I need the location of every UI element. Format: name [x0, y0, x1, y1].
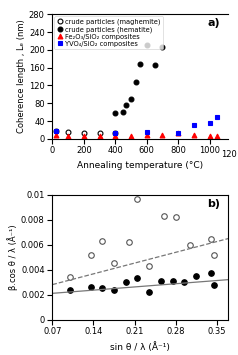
- X-axis label: Annealing temperature (°C): Annealing temperature (°C): [77, 161, 203, 170]
- Line: Fe₂O₃/SiO₂ composites: Fe₂O₃/SiO₂ composites: [54, 130, 220, 138]
- Text: a): a): [207, 18, 220, 28]
- crude particles (hematite): [114, 111, 117, 116]
- Fe₂O₃/SiO₂ composites: [216, 133, 219, 138]
- Fe₂O₃/SiO₂ composites: [114, 133, 117, 138]
- crude particles (maghemite): [82, 131, 85, 136]
- crude particles (maghemite): [55, 129, 58, 133]
- YVO₄/SiO₂ composites: [208, 121, 211, 125]
- Fe₂O₃/SiO₂ composites: [82, 133, 85, 138]
- YVO₄/SiO₂ composites: [114, 130, 117, 135]
- crude particles (hematite): [125, 103, 128, 108]
- Fe₂O₃/SiO₂ composites: [55, 133, 58, 137]
- Legend: crude particles (maghemite), crude particles (hematite), Fe₂O₃/SiO₂ composites, : crude particles (maghemite), crude parti…: [54, 16, 163, 49]
- crude particles (maghemite): [114, 131, 117, 135]
- Y-axis label: Coherence length , Lₑ (nm): Coherence length , Lₑ (nm): [17, 20, 26, 133]
- crude particles (maghemite): [98, 130, 101, 135]
- crude particles (hematite): [129, 97, 132, 101]
- Fe₂O₃/SiO₂ composites: [208, 133, 211, 138]
- Y-axis label: β.cos θ / λ (Å⁻¹): β.cos θ / λ (Å⁻¹): [7, 224, 18, 290]
- Fe₂O₃/SiO₂ composites: [193, 133, 195, 137]
- Fe₂O₃/SiO₂ composites: [98, 133, 101, 138]
- Line: crude particles (hematite): crude particles (hematite): [113, 43, 165, 116]
- X-axis label: sin θ / λ (Å⁻¹): sin θ / λ (Å⁻¹): [110, 342, 170, 351]
- Line: YVO₄/SiO₂ composites: YVO₄/SiO₂ composites: [54, 115, 220, 135]
- Fe₂O₃/SiO₂ composites: [145, 133, 148, 137]
- YVO₄/SiO₂ composites: [177, 130, 180, 135]
- YVO₄/SiO₂ composites: [55, 129, 58, 133]
- Fe₂O₃/SiO₂ composites: [67, 133, 69, 138]
- crude particles (maghemite): [67, 130, 69, 134]
- YVO₄/SiO₂ composites: [216, 115, 219, 120]
- Line: crude particles (maghemite): crude particles (maghemite): [54, 129, 118, 136]
- crude particles (hematite): [134, 80, 137, 84]
- crude particles (hematite): [122, 110, 124, 114]
- crude particles (hematite): [139, 62, 142, 67]
- Text: b): b): [207, 199, 220, 209]
- YVO₄/SiO₂ composites: [145, 130, 148, 134]
- crude particles (hematite): [161, 45, 164, 49]
- YVO₄/SiO₂ composites: [193, 123, 195, 127]
- Fe₂O₃/SiO₂ composites: [129, 133, 132, 138]
- crude particles (hematite): [145, 43, 148, 48]
- Fe₂O₃/SiO₂ composites: [161, 133, 164, 137]
- Text: 120: 120: [221, 150, 236, 159]
- crude particles (hematite): [153, 63, 156, 67]
- Fe₂O₃/SiO₂ composites: [177, 130, 180, 135]
